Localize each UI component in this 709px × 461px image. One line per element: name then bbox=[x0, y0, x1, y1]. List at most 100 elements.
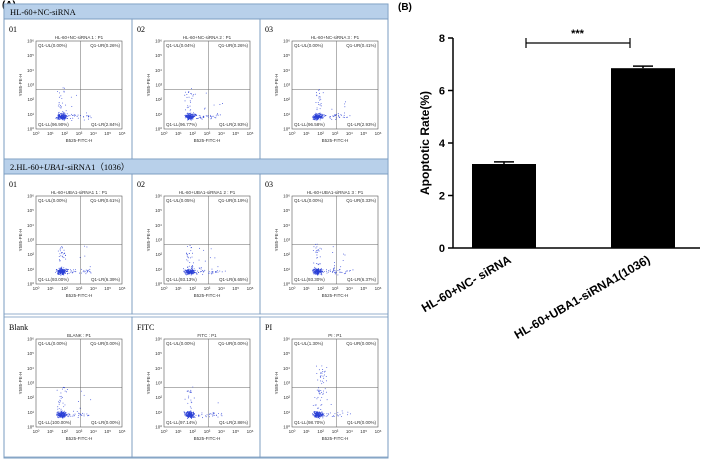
event-dot bbox=[189, 272, 191, 274]
plot-box bbox=[163, 338, 251, 428]
event-dot bbox=[314, 117, 316, 119]
plot-label: 03 bbox=[265, 25, 273, 34]
x-axis-label: B525-FITC-H bbox=[322, 436, 349, 441]
event-dot bbox=[314, 411, 316, 413]
quadrant-label: Q1-UL(0.04%) bbox=[166, 43, 196, 48]
event-dot bbox=[315, 272, 317, 274]
event-dot bbox=[317, 271, 319, 273]
event-dot bbox=[68, 268, 69, 270]
y-tick-label: 10⁰ bbox=[27, 282, 34, 287]
event-dot bbox=[198, 415, 200, 417]
event-dot bbox=[65, 412, 67, 414]
event-dot bbox=[316, 113, 318, 115]
event-dot bbox=[188, 269, 190, 271]
event-dot bbox=[58, 112, 59, 114]
plot-box bbox=[35, 40, 123, 130]
plot-box bbox=[291, 338, 379, 428]
event-dot bbox=[319, 117, 321, 119]
x-tick-label: 10⁰ bbox=[33, 429, 40, 434]
quadrant-label: Q1-UR(0.19%) bbox=[218, 198, 248, 203]
event-dot bbox=[192, 412, 194, 414]
x-tick-label: 10⁶ bbox=[375, 429, 382, 434]
event-dot bbox=[186, 411, 188, 413]
event-dot bbox=[319, 263, 321, 265]
event-dot bbox=[210, 116, 212, 118]
event-dot bbox=[59, 260, 61, 262]
event-dot bbox=[316, 398, 318, 400]
x-axis-label: B525-FITC-H bbox=[194, 293, 221, 298]
event-dot bbox=[69, 115, 71, 117]
event-dot bbox=[57, 105, 59, 107]
section-header-text: 2.HL-60+UBA1-siRNA1（1036） bbox=[10, 162, 129, 172]
event-cloud bbox=[55, 245, 92, 276]
event-dot bbox=[186, 271, 188, 272]
event-dot bbox=[321, 380, 323, 382]
event-dot bbox=[202, 270, 203, 271]
event-dot bbox=[320, 98, 322, 100]
event-dot bbox=[188, 118, 190, 120]
event-dot bbox=[321, 403, 323, 405]
y-tick-label: 10³ bbox=[155, 381, 162, 386]
x-tick-label: 10⁰ bbox=[289, 131, 296, 136]
plot-title: HL-60+NC-siRNA 3 : P1 bbox=[311, 35, 360, 40]
event-dot bbox=[58, 118, 60, 120]
event-dot bbox=[313, 116, 315, 118]
event-dot bbox=[319, 104, 321, 106]
event-dot bbox=[318, 387, 319, 389]
event-dot bbox=[77, 114, 79, 116]
event-dot bbox=[193, 415, 194, 417]
y-tick-label: 10⁰ bbox=[283, 425, 290, 430]
y-tick-label: 10³ bbox=[27, 83, 34, 88]
event-dot bbox=[193, 269, 195, 271]
event-dot bbox=[321, 268, 322, 270]
event-dot bbox=[57, 250, 59, 252]
event-dot bbox=[341, 272, 343, 273]
event-dot bbox=[191, 268, 193, 270]
event-dot bbox=[217, 113, 218, 114]
event-dot bbox=[62, 396, 63, 398]
event-dot bbox=[327, 415, 329, 417]
event-dot bbox=[60, 274, 62, 276]
event-dot bbox=[203, 108, 205, 110]
event-dot bbox=[188, 390, 189, 392]
y-tick-label: 10³ bbox=[155, 238, 162, 243]
quadrant-label: Q1-LL(96.77%) bbox=[166, 122, 197, 127]
y-tick-label: 10⁴ bbox=[27, 68, 34, 73]
x-tick-label: 10⁵ bbox=[232, 286, 239, 291]
event-dot bbox=[187, 119, 189, 120]
event-dot bbox=[186, 252, 187, 254]
event-dot bbox=[60, 105, 62, 106]
event-dot bbox=[317, 113, 319, 115]
event-dot bbox=[62, 387, 64, 389]
x-tick-label: 10⁴ bbox=[90, 429, 97, 434]
event-dot bbox=[321, 383, 323, 385]
quadrant-label: Q1-LL(93.13%) bbox=[166, 277, 197, 282]
event-dot bbox=[331, 415, 333, 417]
event-dot bbox=[193, 114, 195, 116]
event-dot bbox=[68, 272, 70, 274]
event-dot bbox=[191, 269, 193, 271]
event-dot bbox=[61, 113, 63, 115]
event-dot bbox=[329, 269, 331, 271]
event-dot bbox=[72, 410, 74, 412]
event-dot bbox=[349, 115, 351, 117]
event-dot bbox=[187, 414, 189, 416]
quadrant-label: Q1-LL(96.90%) bbox=[38, 122, 69, 127]
event-dot bbox=[65, 270, 67, 272]
event-dot bbox=[57, 415, 59, 417]
event-dot bbox=[320, 375, 322, 377]
event-dot bbox=[64, 115, 66, 117]
y-tick-label: 10⁰ bbox=[27, 127, 34, 132]
event-dot bbox=[186, 96, 188, 98]
quadrant-label: Q1-LL(100.00%) bbox=[38, 420, 72, 425]
y-tick-label: 10⁴ bbox=[27, 223, 34, 228]
event-dot bbox=[87, 269, 89, 271]
event-dot bbox=[64, 252, 66, 254]
event-dot bbox=[326, 366, 328, 368]
event-dot bbox=[317, 274, 319, 276]
x-tick-label: HL-60+UBA1-siRNA1(1036) bbox=[512, 252, 653, 341]
event-dot bbox=[320, 103, 322, 104]
event-dot bbox=[187, 112, 189, 114]
event-dot bbox=[199, 115, 201, 117]
event-dot bbox=[321, 411, 323, 413]
